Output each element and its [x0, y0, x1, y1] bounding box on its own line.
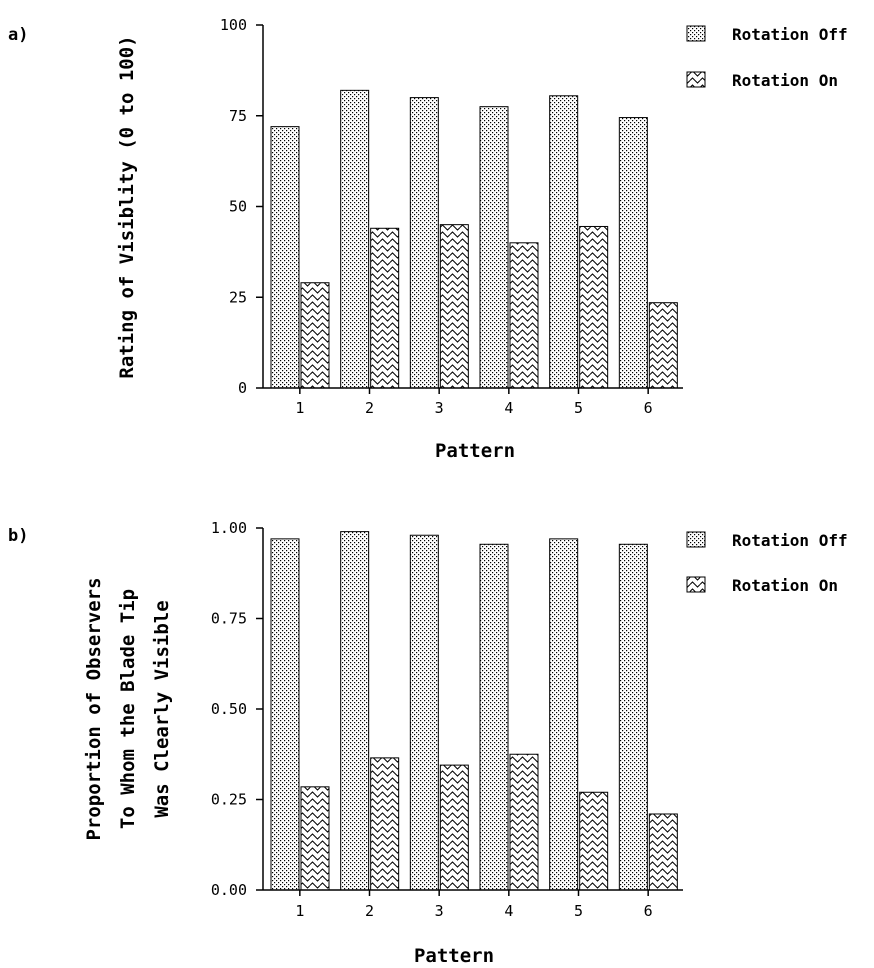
x-tick-label: 3: [435, 902, 444, 920]
bar-rotation-on-2: [370, 227, 400, 389]
bar-rotation-on-4: [509, 753, 539, 891]
y-tick-label: 0.50: [211, 700, 247, 718]
legend-a: Rotation Off Rotation On: [686, 25, 848, 90]
x-tick-label: 5: [574, 399, 583, 417]
x-tick-label: 5: [574, 902, 583, 920]
bar-rotation-off-6: [618, 117, 648, 389]
y-tick-label: 75: [229, 107, 247, 125]
bar-rotation-off-4: [479, 106, 509, 389]
x-tick-label: 2: [365, 399, 374, 417]
x-tick-label: 2: [365, 902, 374, 920]
legend-swatch-rotation-on: [686, 71, 706, 88]
legend-label-rotation-off: Rotation Off: [732, 531, 848, 550]
bar-rotation-on-1: [300, 282, 330, 389]
y-tick-label: 25: [229, 288, 247, 306]
y-axis-title-b: Proportion of Observers To Whom the Blad…: [83, 577, 173, 840]
y-tick-label: 0.75: [211, 610, 247, 628]
x-axis-title-b: Pattern: [414, 945, 494, 967]
panel-a: a) Rating of Visiblity (0 to 100) 025507…: [8, 16, 848, 462]
legend-label-rotation-on: Rotation On: [732, 576, 838, 595]
bar-rotation-on-6: [648, 813, 678, 891]
x-tick-label: 3: [435, 399, 444, 417]
x-tick-label: 6: [644, 902, 653, 920]
x-tick-label: 6: [644, 399, 653, 417]
y-tick-label: 0.00: [211, 881, 247, 899]
bar-rotation-off-5: [549, 95, 579, 389]
bar-rotation-off-3: [409, 97, 439, 389]
bar-rotation-on-3: [439, 764, 469, 891]
legend-swatch-rotation-off: [686, 25, 706, 42]
y-tick-label: 50: [229, 198, 247, 216]
y-tick-label: 1.00: [211, 519, 247, 537]
legend-swatch-rotation-off: [686, 531, 706, 548]
x-tick-label: 4: [504, 399, 513, 417]
bar-rotation-off-6: [618, 543, 648, 891]
bar-rotation-on-3: [439, 224, 469, 389]
bar-rotation-off-5: [549, 538, 579, 891]
bar-rotation-off-3: [409, 534, 439, 891]
plot-area-b: 0.00 0.25 0.50 0.75 1.00 1 2 3 4 5 6: [211, 519, 683, 920]
legend-swatch-rotation-on: [686, 576, 706, 593]
legend-b: Rotation Off Rotation On: [686, 531, 848, 595]
plot-area-a: 0 25 50 75 100 1 2 3 4 5 6: [220, 16, 683, 417]
y-axis-title-line: Was Clearly Visible: [151, 600, 173, 817]
y-axis-title-line: Proportion of Observers: [83, 577, 105, 840]
legend-label-rotation-on: Rotation On: [732, 71, 838, 90]
bar-rotation-on-6: [648, 302, 678, 389]
bar-rotation-off-2: [340, 89, 370, 389]
y-tick-label: 0: [238, 379, 247, 397]
x-tick-label: 4: [504, 902, 513, 920]
x-tick-label: 1: [295, 399, 304, 417]
bar-rotation-on-4: [509, 242, 539, 389]
y-tick-label: 100: [220, 16, 247, 34]
legend-label-rotation-off: Rotation Off: [732, 25, 848, 44]
bar-rotation-on-1: [300, 786, 330, 891]
y-tick-label: 0.25: [211, 791, 247, 809]
bar-rotation-off-1: [270, 538, 300, 891]
bar-rotation-on-5: [579, 791, 609, 891]
y-axis-title-a: Rating of Visiblity (0 to 100): [116, 35, 138, 378]
panel-label-b: b): [8, 526, 28, 546]
y-axis-title-line: Rating of Visiblity (0 to 100): [116, 35, 138, 378]
y-axis-title-line: To Whom the Blade Tip: [117, 589, 139, 829]
bar-rotation-off-4: [479, 543, 509, 891]
x-axis-title-a: Pattern: [435, 440, 515, 462]
x-tick-label: 1: [295, 902, 304, 920]
bar-rotation-on-2: [370, 757, 400, 891]
panel-b: b) Proportion of Observers To Whom the B…: [8, 519, 848, 967]
bar-rotation-on-5: [579, 225, 609, 389]
bar-rotation-off-1: [270, 126, 300, 389]
bar-rotation-off-2: [340, 531, 370, 891]
panel-label-a: a): [8, 25, 28, 45]
